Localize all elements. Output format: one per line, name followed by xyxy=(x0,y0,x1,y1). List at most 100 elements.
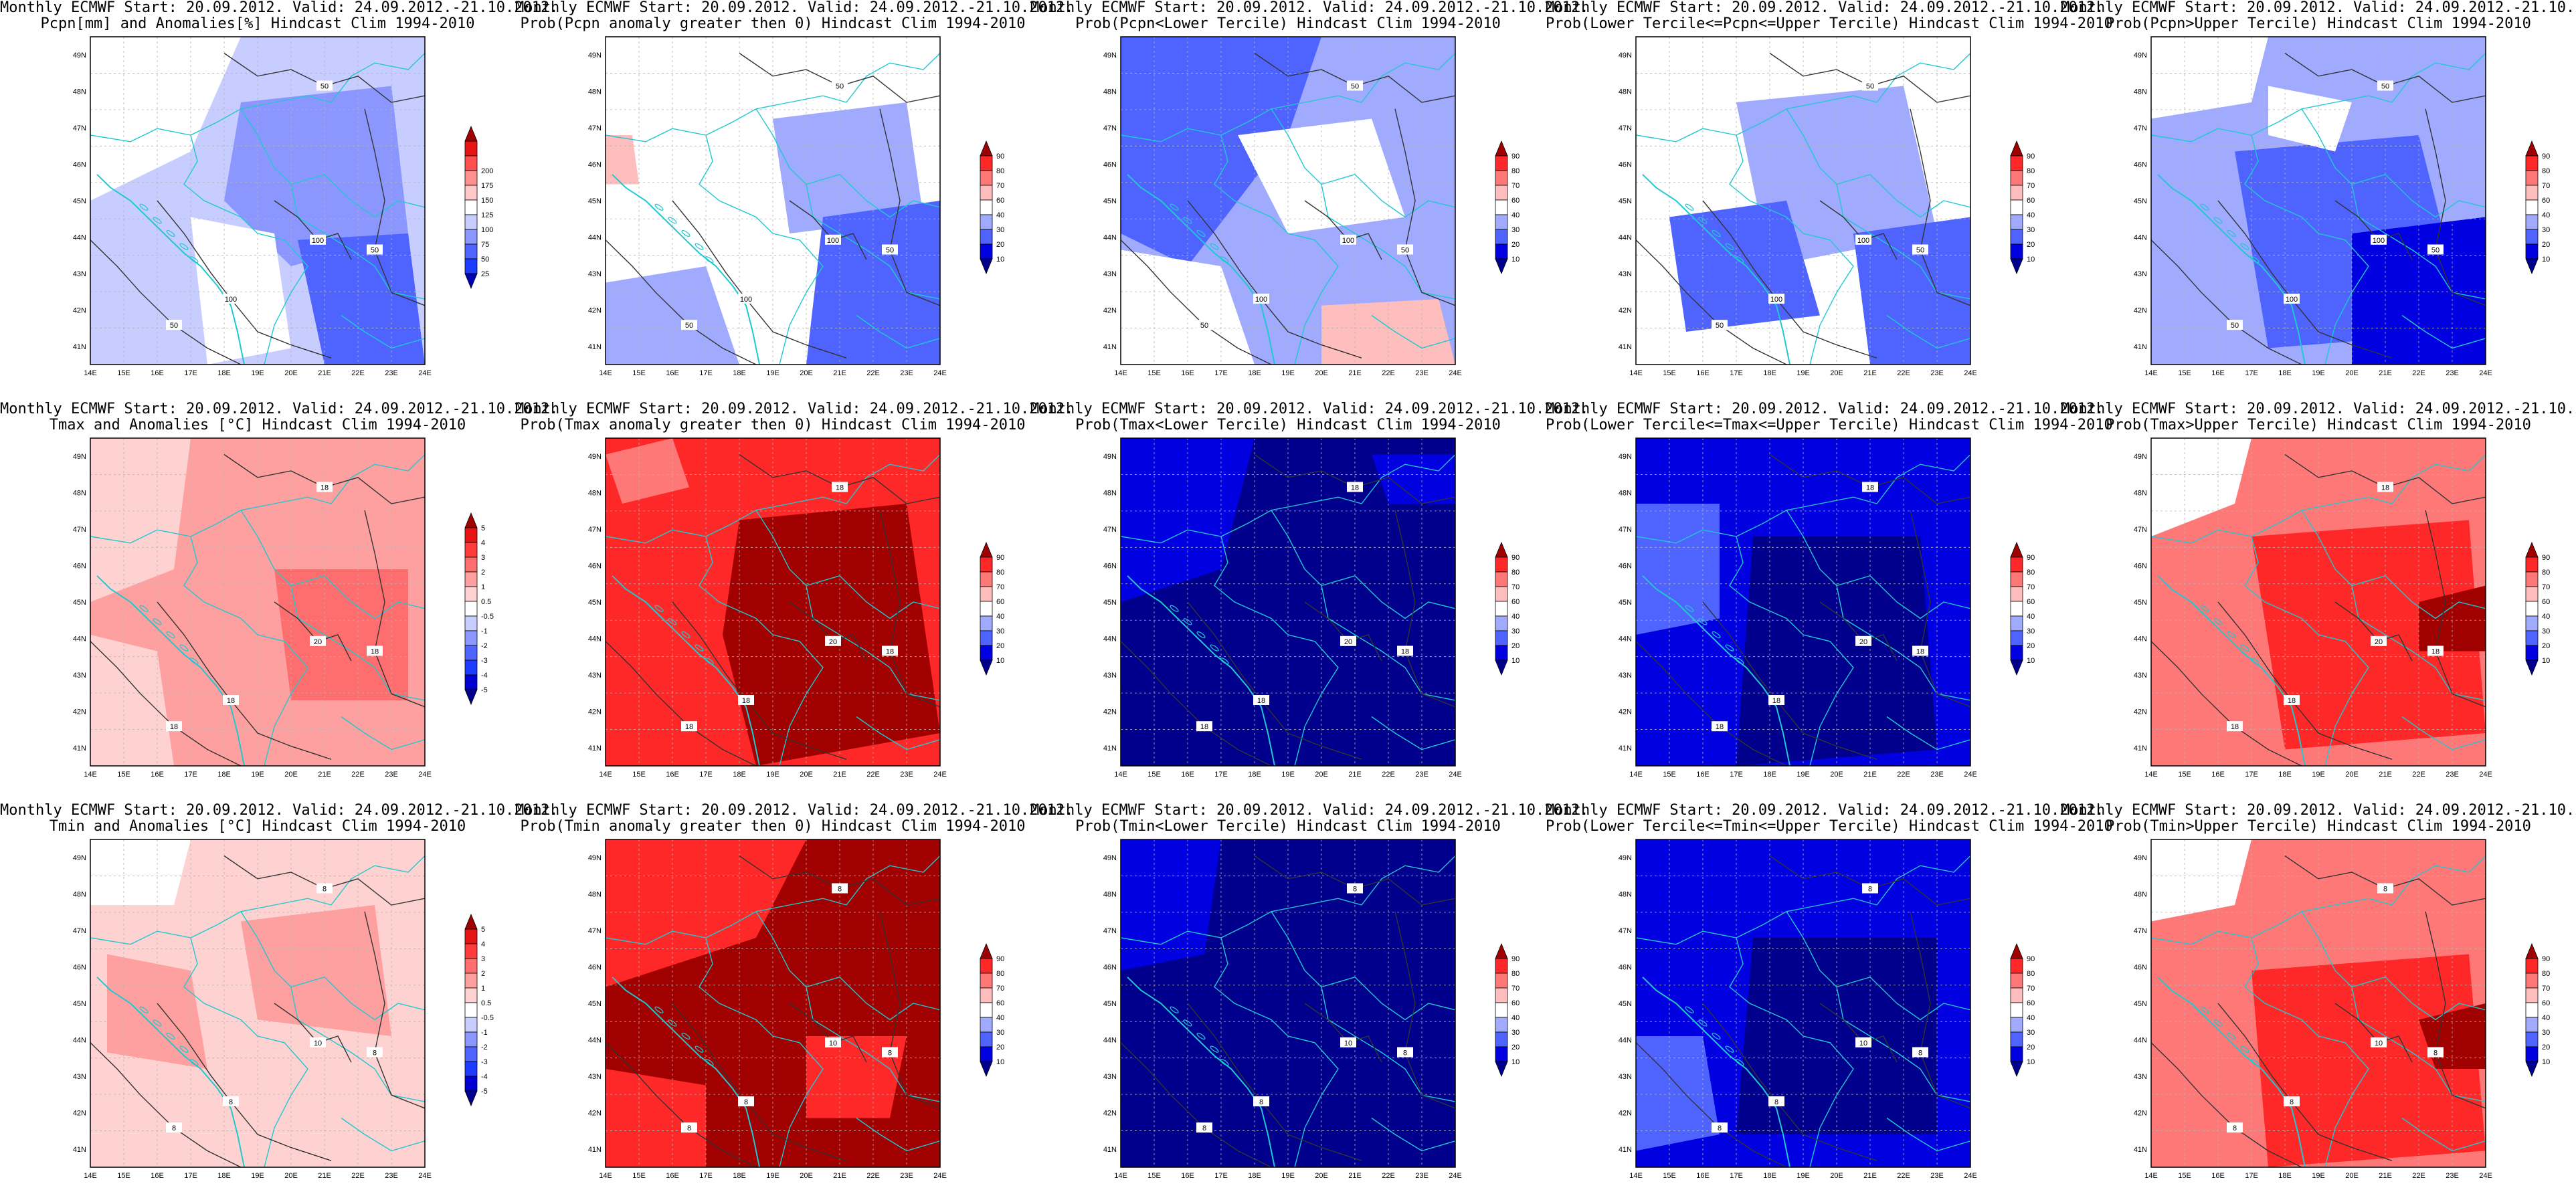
contour-label-bg xyxy=(1397,645,1413,656)
colorbar-label: 10 xyxy=(996,657,1004,665)
colorbar-label: 40 xyxy=(1511,1014,1520,1022)
colorbar-swatch xyxy=(2525,601,2539,617)
country-border xyxy=(1371,716,1455,750)
island-outline xyxy=(189,658,199,665)
country-border xyxy=(699,937,824,1167)
latitude-label: 41N xyxy=(1103,1146,1117,1154)
latitude-label: 42N xyxy=(588,1109,602,1117)
latitude-label: 49N xyxy=(1619,453,1632,461)
latitude-label: 47N xyxy=(1103,927,1117,935)
contour-label-bg xyxy=(1855,635,1871,646)
country-border xyxy=(2401,716,2486,750)
latitude-label: 48N xyxy=(1619,490,1632,498)
longitude-label: 24E xyxy=(2479,1172,2492,1180)
contour-label: 10 xyxy=(314,1039,322,1047)
contour-line xyxy=(364,108,425,306)
longitude-label: 21E xyxy=(1348,1172,1362,1180)
colorbar-swatch xyxy=(2525,987,2539,1003)
colorbar: 10 20 30 40 60 70 80 90 xyxy=(980,541,1004,676)
longitude-label: 22E xyxy=(351,771,365,779)
colorbar-swatch xyxy=(2010,601,2023,617)
contour-line xyxy=(1121,1042,1272,1167)
contour-label: 18 xyxy=(1257,697,1265,705)
contour-label: 18 xyxy=(2431,648,2440,656)
country-border xyxy=(1786,911,1970,1021)
latitude-label: 43N xyxy=(1619,1073,1632,1081)
shaded-region xyxy=(2251,520,2486,750)
longitude-label: 19E xyxy=(1797,771,1810,779)
colorbar-label: 80 xyxy=(2027,167,2035,175)
longitude-label: 21E xyxy=(318,1172,331,1180)
colorbar-swatch xyxy=(1495,645,1508,661)
longitude-label: 22E xyxy=(1897,1172,1910,1180)
forecast-map: 50 50 50 100 100 41N 42N 43N 44N 45N 46N 47N 48N 49N 1… xyxy=(73,36,493,377)
colorbar-swatch xyxy=(2525,557,2539,573)
longitude-label: 15E xyxy=(1147,369,1161,377)
longitude-label: 23E xyxy=(1930,771,1944,779)
colorbar-label: 80 xyxy=(2542,970,2550,978)
island-outline xyxy=(1698,618,1708,625)
longitude-label: 18E xyxy=(217,369,231,377)
contour-label: 20 xyxy=(829,638,837,646)
coastline xyxy=(2157,977,2306,1167)
latitude-label: 44N xyxy=(2134,635,2147,643)
contour-line xyxy=(606,1042,757,1167)
longitude-label: 21E xyxy=(1863,1172,1877,1180)
contour-line xyxy=(879,108,940,306)
longitude-label: 23E xyxy=(1415,1172,1429,1180)
longitude-label: 24E xyxy=(418,771,432,779)
contour-label-bg xyxy=(1340,635,1356,646)
contour-line xyxy=(364,510,425,708)
country-border xyxy=(183,536,308,766)
colorbar-label: 10 xyxy=(1511,1058,1520,1066)
longitude-label: 20E xyxy=(2345,369,2359,377)
island-outline xyxy=(1698,217,1708,224)
latitude-label: 45N xyxy=(1103,1000,1117,1008)
colorbar-label: 40 xyxy=(2027,211,2035,219)
contour-label: 18 xyxy=(1716,723,1724,731)
map-frame xyxy=(1635,437,1971,767)
latitude-label: 42N xyxy=(1103,306,1117,314)
colorbar: 25 50 75 100 125 150 175 200 xyxy=(464,125,493,290)
colorbar-label: 10 xyxy=(2027,657,2035,665)
contour-label: 100 xyxy=(2286,296,2298,304)
colorbar: 10 20 30 40 60 70 80 90 xyxy=(2010,942,2035,1078)
colorbar-label: 150 xyxy=(481,197,493,205)
latitude-label: 46N xyxy=(73,161,86,169)
contour-label-bg xyxy=(1912,1047,1928,1058)
contour-label: 8 xyxy=(1202,1124,1206,1132)
forecast-map: 50 50 50 100 100 41N 42N 43N 44N 45N 46N 47N 48N 49N 1… xyxy=(1103,36,1520,377)
contour-line xyxy=(2151,1042,2302,1167)
colorbar-swatch xyxy=(2525,1031,2539,1047)
island-outline xyxy=(1220,658,1229,665)
contour-label: 8 xyxy=(2433,1049,2437,1058)
contour-label: 50 xyxy=(1401,247,1409,255)
shaded-region xyxy=(191,217,291,365)
contour-label-bg xyxy=(2377,883,2393,894)
longitude-label: 23E xyxy=(1415,369,1429,377)
map-frame xyxy=(1635,839,1971,1168)
latitude-label: 47N xyxy=(2134,526,2147,534)
colorbar-swatch xyxy=(464,615,478,631)
contour-label: 8 xyxy=(1353,886,1357,894)
longitude-label: 15E xyxy=(1663,771,1676,779)
contour-label-bg xyxy=(1712,1122,1728,1133)
colorbar-swatch xyxy=(464,958,478,974)
forecast-panel: Monthly ECMWF Start: 20.09.2012. Valid: … xyxy=(515,803,1073,1204)
latitude-label: 44N xyxy=(73,1036,86,1044)
country-border xyxy=(856,1117,940,1152)
contour-label-bg xyxy=(310,234,326,245)
colorbar-label: 200 xyxy=(481,167,493,175)
map-frame xyxy=(2150,36,2486,365)
longitude-label: 20E xyxy=(284,771,298,779)
colorbar-swatch xyxy=(2010,155,2023,171)
contour-line xyxy=(2151,239,2302,365)
longitude-label: 20E xyxy=(2345,1172,2359,1180)
island-outline xyxy=(2227,1032,2236,1040)
coastline xyxy=(1127,977,1275,1167)
island-outline xyxy=(2200,203,2209,211)
contour-label-bg xyxy=(2371,635,2387,646)
colorbar-label: -2 xyxy=(481,642,488,650)
contour-label: 8 xyxy=(1918,1049,1922,1058)
